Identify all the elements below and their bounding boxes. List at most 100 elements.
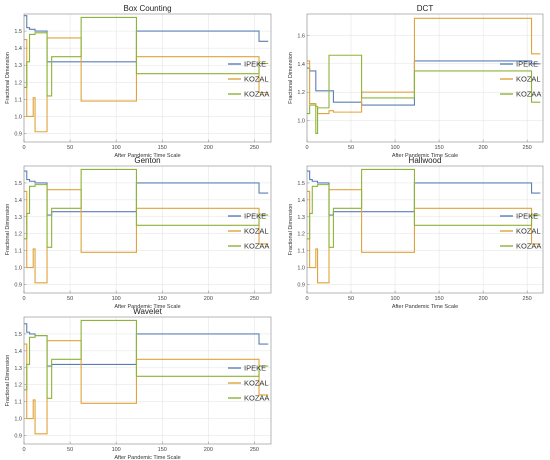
x-axis-label: After Pandemic Time Scale	[392, 304, 458, 310]
x-tick-label: 100	[112, 145, 121, 151]
x-tick-label: 200	[204, 296, 213, 302]
chart-panel: 0 50 100 150 200 250 1.0 1.2 1.4 1.6 DCT After Pand…	[288, 4, 544, 159]
y-tick-label: 1.4	[297, 198, 305, 204]
x-tick-label: 250	[523, 145, 532, 151]
y-tick-label: 1.1	[14, 97, 22, 103]
x-tick-label: 0	[305, 296, 308, 302]
series-line-kozal	[24, 37, 269, 133]
y-tick-label: 1.2	[14, 80, 22, 86]
plot-frame	[306, 13, 544, 143]
legend-label-kozaa: KOZAA	[244, 90, 269, 99]
chart-title: DCT	[417, 4, 434, 13]
x-tick-label: 0	[22, 447, 25, 453]
x-tick-label: 250	[523, 296, 532, 302]
y-tick-label: 1.4	[14, 198, 22, 204]
y-tick-label: 0.9	[297, 283, 305, 289]
plot-frame	[23, 13, 272, 143]
legend-label-kozaa: KOZAA	[244, 242, 269, 251]
x-tick-label: 200	[204, 145, 213, 151]
plot-frame	[23, 316, 272, 445]
y-axis-label: Fractional Dimension	[288, 52, 294, 104]
legend-label-kozal: KOZAL	[516, 75, 541, 84]
x-tick-label: 200	[479, 145, 488, 151]
x-tick-label: 0	[22, 296, 25, 302]
series-line-kozaa	[307, 168, 541, 248]
x-tick-label: 50	[67, 447, 73, 453]
x-tick-label: 0	[22, 145, 25, 151]
y-tick-label: 1.1	[14, 400, 22, 406]
series-line-ipeke	[307, 60, 541, 106]
y-tick-label: 1.0	[14, 266, 22, 272]
y-tick-label: 1.6	[297, 33, 305, 39]
legend-label-ipeke: IPEKE	[244, 364, 266, 373]
legend-label-kozal: KOZAL	[244, 379, 269, 388]
x-tick-label: 50	[67, 296, 73, 302]
y-tick-label: 1.5	[14, 29, 22, 35]
legend-label-kozaa: KOZAA	[516, 242, 541, 251]
plot-frame	[306, 165, 544, 294]
chart-panel: 0 50 100 150 200 250 0.9 1.0 1.1 1.2 1.3 1.4 1.5 Box …	[5, 4, 272, 159]
x-tick-label: 250	[250, 145, 259, 151]
y-tick-label: 1.2	[14, 383, 22, 389]
x-tick-label: 0	[305, 145, 308, 151]
y-tick-label: 1.4	[14, 349, 22, 355]
x-tick-label: 200	[204, 447, 213, 453]
series-line-kozaa	[24, 16, 269, 97]
y-axis-label: Fractional Dimension	[288, 204, 294, 256]
chart-panel: 0 50 100 150 200 250 0.9 1.0 1.1 1.2 1.3 1.4 1.5 Wave…	[5, 307, 272, 460]
x-axis-label: After Pandemic Time Scale	[114, 153, 180, 159]
legend-label-kozal: KOZAL	[516, 227, 541, 236]
y-tick-label: 1.3	[14, 63, 22, 69]
y-tick-label: 1.0	[297, 119, 305, 125]
y-tick-label: 1.2	[14, 232, 22, 238]
series-line-kozaa	[24, 319, 269, 399]
x-tick-label: 250	[250, 296, 259, 302]
x-tick-label: 100	[390, 145, 399, 151]
x-tick-label: 150	[434, 296, 443, 302]
x-tick-label: 50	[67, 145, 73, 151]
y-tick-label: 1.0	[14, 114, 22, 120]
y-tick-label: 1.5	[297, 181, 305, 187]
x-axis-label: After Pandemic Time Scale	[392, 153, 458, 159]
x-tick-label: 50	[348, 145, 354, 151]
series-line-kozal	[24, 189, 269, 284]
y-tick-label: 1.3	[14, 215, 22, 221]
legend-label-kozal: KOZAL	[244, 75, 269, 84]
y-tick-label: 1.3	[297, 215, 305, 221]
series-line-kozaa	[307, 54, 541, 135]
y-tick-label: 1.5	[14, 332, 22, 338]
chart-panel: 0 50 100 150 200 250 0.9 1.0 1.1 1.2 1.3 1.4 1.5 Hall…	[288, 156, 544, 310]
legend-label-ipeke: IPEKE	[244, 212, 266, 221]
y-tick-label: 1.4	[14, 46, 22, 52]
legend-label-ipeke: IPEKE	[516, 212, 538, 221]
x-tick-label: 150	[434, 145, 443, 151]
y-tick-label: 1.0	[297, 266, 305, 272]
x-tick-label: 50	[348, 296, 354, 302]
y-tick-label: 1.1	[14, 249, 22, 255]
legend-label-kozaa: KOZAA	[244, 394, 269, 403]
y-axis-label: Fractional Dimension	[5, 355, 11, 407]
x-axis-label: After Pandemic Time Scale	[114, 455, 180, 460]
y-tick-label: 1.1	[297, 249, 305, 255]
y-axis-label: Fractional Dimension	[5, 52, 11, 104]
x-tick-label: 150	[158, 145, 167, 151]
legend-label-ipeke: IPEKE	[244, 60, 266, 69]
y-axis-label: Fractional Dimension	[5, 204, 11, 256]
legend-label-ipeke: IPEKE	[516, 60, 538, 69]
x-tick-label: 100	[112, 447, 121, 453]
y-tick-label: 1.5	[14, 181, 22, 187]
y-tick-label: 1.3	[14, 366, 22, 372]
x-tick-label: 150	[158, 447, 167, 453]
chart-panel: 0 50 100 150 200 250 0.9 1.0 1.1 1.2 1.3 1.4 1.5 Gent…	[5, 156, 272, 310]
series-line-kozal	[307, 17, 541, 115]
series-line-kozaa	[24, 168, 269, 248]
x-axis-label: After Pandemic Time Scale	[114, 304, 180, 310]
series-line-kozal	[307, 189, 541, 284]
y-tick-label: 1.4	[297, 62, 305, 68]
y-tick-label: 1.0	[14, 417, 22, 423]
y-tick-label: 1.2	[297, 232, 305, 238]
plot-frame	[23, 165, 272, 294]
chart-title: Hallwood	[409, 156, 442, 165]
legend-label-kozal: KOZAL	[244, 227, 269, 236]
